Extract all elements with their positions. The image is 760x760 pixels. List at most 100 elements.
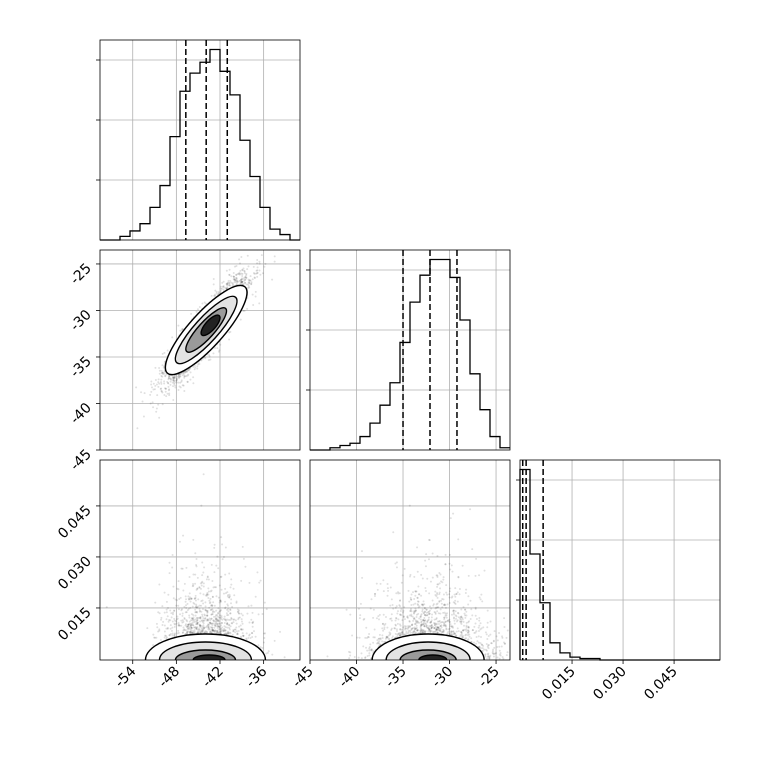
sample-point — [258, 581, 261, 584]
sample-point — [177, 381, 180, 384]
sample-point — [217, 607, 220, 610]
sample-point — [201, 302, 204, 305]
sample-point — [229, 608, 232, 611]
sample-point — [229, 612, 232, 615]
sample-point — [186, 631, 189, 634]
sample-point — [217, 631, 220, 634]
sample-point — [175, 379, 178, 382]
sample-point — [171, 381, 174, 384]
sample-point — [225, 612, 228, 615]
sample-point — [186, 380, 189, 383]
sample-point — [193, 630, 196, 633]
sample-point — [179, 373, 182, 376]
sample-point — [192, 630, 195, 633]
sample-point — [236, 610, 239, 613]
sample-point — [160, 382, 163, 385]
sample-point — [245, 637, 248, 640]
sample-point — [213, 630, 216, 633]
sample-point — [183, 375, 186, 378]
sample-point — [225, 619, 228, 622]
sample-point — [177, 629, 180, 632]
sample-point — [195, 603, 198, 606]
sample-point — [163, 351, 166, 354]
sample-point — [195, 565, 198, 568]
sample-point — [189, 631, 192, 634]
sample-point — [209, 601, 212, 604]
sample-point — [161, 623, 164, 626]
sample-point — [211, 608, 214, 611]
sample-point — [234, 631, 237, 634]
sample-point — [228, 596, 231, 599]
sample-point — [210, 603, 213, 606]
sample-point — [165, 373, 168, 376]
sample-point — [247, 246, 249, 248]
sample-point — [164, 387, 167, 390]
sample-point — [194, 596, 197, 599]
sample-point — [163, 630, 166, 633]
sample-point — [230, 281, 233, 284]
sample-point — [248, 634, 251, 637]
sample-point — [194, 582, 197, 585]
sample-point — [213, 543, 216, 546]
sample-point — [199, 631, 202, 634]
histogram-step-line — [310, 258, 510, 451]
sample-point — [177, 604, 180, 607]
sample-point — [217, 612, 220, 615]
sample-point — [163, 611, 166, 614]
sample-point — [180, 567, 183, 570]
sample-point — [201, 561, 204, 564]
sample-point — [194, 618, 197, 621]
sample-point — [178, 385, 181, 388]
sample-point — [190, 626, 193, 629]
sample-point — [232, 630, 235, 633]
sample-point — [231, 633, 234, 636]
sample-point — [228, 338, 231, 341]
sample-point — [235, 273, 238, 276]
sample-point — [219, 285, 222, 288]
sample-point — [219, 599, 222, 602]
sample-point — [259, 579, 262, 582]
sample-point — [172, 379, 175, 382]
sample-point — [211, 627, 214, 630]
sample-point — [201, 599, 204, 602]
sample-point — [214, 629, 217, 632]
sample-point — [243, 281, 246, 284]
sample-point — [196, 621, 199, 624]
sample-point — [233, 594, 236, 597]
sample-point — [238, 616, 241, 619]
sample-point — [164, 634, 167, 637]
sample-point — [241, 281, 244, 284]
sample-point — [232, 628, 235, 631]
sample-point — [152, 388, 155, 391]
sample-point — [221, 543, 224, 546]
sample-point — [173, 376, 176, 379]
sample-point — [196, 621, 199, 624]
sample-point — [198, 305, 201, 308]
sample-point — [211, 628, 214, 631]
sample-point — [194, 366, 197, 369]
sample-point — [186, 632, 189, 635]
sample-point — [257, 644, 260, 647]
sample-point — [179, 386, 182, 389]
sample-point — [217, 619, 220, 622]
sample-point — [251, 635, 254, 638]
sample-point — [224, 629, 227, 632]
sample-point — [213, 623, 216, 626]
sample-point — [241, 614, 244, 617]
sample-point — [162, 373, 165, 376]
sample-point — [205, 594, 208, 597]
sample-point — [224, 573, 227, 576]
sample-point — [164, 374, 167, 377]
sample-point — [223, 625, 226, 628]
sample-point — [157, 378, 160, 381]
sample-point — [169, 619, 172, 622]
sample-point — [158, 583, 161, 586]
sample-point — [172, 379, 175, 382]
sample-point — [246, 268, 249, 271]
sample-point — [192, 583, 195, 586]
sample-point — [172, 385, 175, 388]
sample-point — [238, 262, 241, 265]
sample-point — [197, 598, 200, 601]
sample-point — [201, 630, 204, 633]
sample-point — [198, 586, 201, 589]
